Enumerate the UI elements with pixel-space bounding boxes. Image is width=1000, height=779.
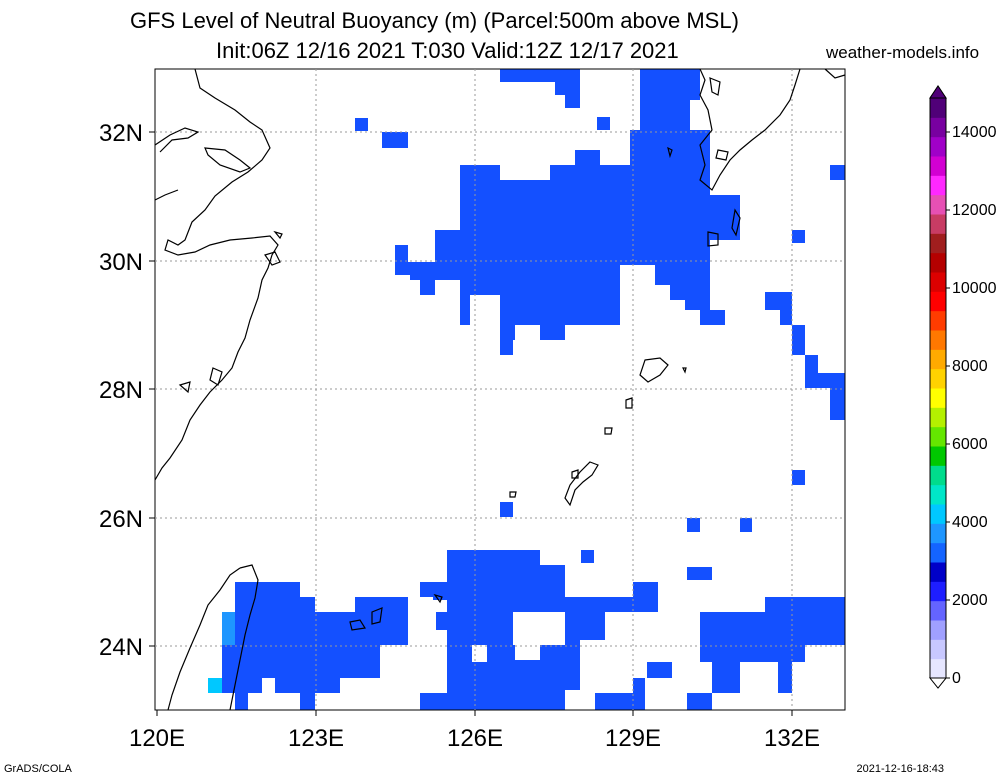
colorbar-segment — [930, 252, 946, 273]
colorbar-max-arrow — [929, 85, 947, 99]
colorbar-segment — [930, 600, 946, 621]
colorbar-segment — [930, 368, 946, 389]
lat-label: 30N — [99, 249, 143, 276]
colorbar-segment — [930, 233, 946, 254]
colorbar-segment — [930, 542, 946, 563]
lon-label: 129E — [605, 725, 661, 752]
lon-label: 126E — [447, 725, 503, 752]
colorbar-segment — [930, 175, 946, 196]
footer-credit: GrADS/COLA — [4, 763, 72, 775]
colorbar-segment — [930, 446, 946, 466]
lat-label: 24N — [99, 634, 143, 661]
colorbar-segment — [930, 214, 946, 234]
colorbar-segment — [930, 310, 946, 331]
colorbar-segment — [930, 562, 946, 582]
colorbar-label: 6000 — [952, 436, 988, 453]
colorbar-segment — [930, 426, 946, 447]
lat-label: 28N — [99, 377, 143, 404]
colorbar-segment — [930, 504, 946, 524]
colorbar-segment — [930, 291, 946, 312]
colorbar-segment — [930, 658, 946, 679]
colorbar-segment — [930, 349, 946, 370]
colorbar-label: 8000 — [952, 358, 988, 375]
colorbar-label: 4000 — [952, 514, 988, 531]
coastlines — [154, 68, 846, 711]
colorbar-segment — [930, 156, 946, 176]
colorbar-label: 2000 — [952, 592, 988, 609]
lon-label: 132E — [764, 725, 820, 752]
map-title: GFS Level of Neutral Buoyancy (m) (Parce… — [130, 8, 739, 33]
colorbar-segment — [930, 581, 946, 602]
site-credit: weather-models.info — [826, 43, 980, 62]
footer-timestamp: 2021-12-16-18:43 — [856, 763, 944, 775]
colorbar-segment — [930, 388, 946, 408]
colorbar-segment — [930, 465, 946, 486]
colorbar-segment — [930, 407, 946, 428]
colorbar-segment — [930, 194, 946, 215]
colorbar-segment — [930, 484, 946, 505]
axis-ticks — [149, 131, 793, 716]
colorbar-segment — [930, 330, 946, 350]
colorbar-segment — [930, 136, 946, 157]
colorbar-label: 0 — [952, 670, 961, 687]
lat-label: 26N — [99, 506, 143, 533]
colorbar — [928, 85, 950, 689]
colorbar-min-arrow — [928, 677, 948, 689]
lat-label: 32N — [99, 120, 143, 147]
colorbar-segment — [930, 639, 946, 660]
colorbar-label: 14000 — [952, 124, 997, 141]
colorbar-segment — [930, 98, 946, 118]
colorbar-segment — [930, 272, 946, 292]
lon-labels: 120E 123E 126E 129E 132E — [129, 725, 820, 752]
map-subtitle: Init:06Z 12/16 2021 T:030 Valid:12Z 12/1… — [216, 38, 679, 63]
colorbar-labels: 0 2000 4000 6000 8000 10000 12000 14000 — [952, 124, 997, 687]
lon-label: 120E — [129, 725, 185, 752]
colorbar-segment — [930, 620, 946, 640]
lat-labels: 32N 30N 28N 26N 24N — [99, 120, 143, 661]
colorbar-label: 10000 — [952, 280, 997, 297]
colorbar-segment — [930, 117, 946, 138]
buoyancy-field — [208, 69, 845, 710]
colorbar-label: 12000 — [952, 202, 997, 219]
lon-label: 123E — [288, 725, 344, 752]
colorbar-segment — [930, 523, 946, 544]
